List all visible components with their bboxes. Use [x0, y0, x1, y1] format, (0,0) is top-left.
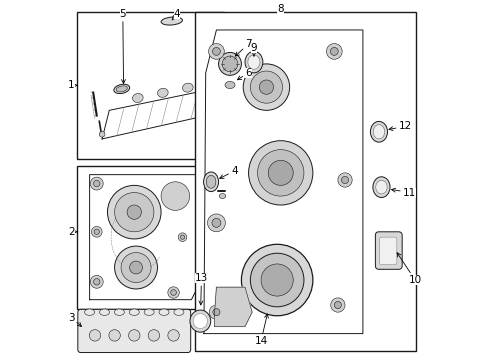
- FancyBboxPatch shape: [375, 232, 402, 269]
- FancyBboxPatch shape: [78, 309, 191, 352]
- Circle shape: [178, 233, 187, 242]
- Bar: [77, 166, 231, 309]
- Circle shape: [180, 235, 185, 239]
- Polygon shape: [102, 89, 213, 139]
- Polygon shape: [204, 30, 363, 334]
- Bar: [195, 12, 416, 351]
- Ellipse shape: [161, 17, 182, 25]
- Ellipse shape: [99, 131, 105, 137]
- Ellipse shape: [220, 194, 226, 199]
- Text: 12: 12: [389, 121, 412, 131]
- Circle shape: [209, 44, 224, 59]
- Ellipse shape: [376, 180, 387, 194]
- Ellipse shape: [85, 309, 95, 315]
- Circle shape: [258, 150, 304, 196]
- Text: 5: 5: [120, 9, 126, 84]
- Text: 1: 1: [68, 80, 77, 90]
- Ellipse shape: [225, 81, 235, 89]
- Ellipse shape: [116, 86, 127, 92]
- Circle shape: [168, 330, 179, 341]
- Ellipse shape: [190, 310, 211, 332]
- Ellipse shape: [99, 309, 109, 315]
- Circle shape: [89, 330, 100, 341]
- Circle shape: [334, 301, 342, 309]
- Circle shape: [94, 229, 99, 234]
- Circle shape: [127, 205, 142, 219]
- Circle shape: [326, 44, 342, 59]
- Circle shape: [212, 219, 221, 227]
- Circle shape: [222, 56, 238, 72]
- Text: 13: 13: [195, 273, 208, 305]
- Ellipse shape: [157, 88, 168, 97]
- Text: 11: 11: [392, 188, 416, 198]
- Circle shape: [243, 64, 290, 111]
- Circle shape: [168, 287, 179, 298]
- Bar: [77, 12, 223, 158]
- Polygon shape: [215, 287, 252, 327]
- Circle shape: [90, 177, 103, 190]
- Circle shape: [128, 330, 140, 341]
- Ellipse shape: [174, 309, 184, 315]
- Polygon shape: [223, 84, 236, 112]
- Ellipse shape: [370, 121, 388, 142]
- Ellipse shape: [182, 83, 193, 92]
- Circle shape: [213, 48, 220, 55]
- Circle shape: [107, 185, 161, 239]
- Circle shape: [338, 173, 352, 187]
- Text: 6: 6: [238, 68, 252, 80]
- Circle shape: [219, 53, 242, 75]
- Ellipse shape: [144, 309, 154, 315]
- Circle shape: [207, 214, 225, 232]
- Ellipse shape: [245, 51, 263, 73]
- Ellipse shape: [203, 172, 219, 192]
- Circle shape: [213, 309, 220, 316]
- Text: 9: 9: [250, 43, 257, 56]
- Circle shape: [92, 226, 102, 237]
- Ellipse shape: [132, 94, 143, 103]
- Ellipse shape: [129, 309, 139, 315]
- Circle shape: [121, 252, 151, 283]
- Circle shape: [130, 261, 143, 274]
- Ellipse shape: [373, 177, 390, 198]
- Text: 14: 14: [254, 314, 269, 346]
- Circle shape: [331, 298, 345, 312]
- Text: 2: 2: [68, 227, 77, 237]
- Circle shape: [161, 182, 190, 210]
- Circle shape: [250, 253, 304, 307]
- Ellipse shape: [114, 84, 130, 94]
- Circle shape: [248, 141, 313, 205]
- Circle shape: [94, 279, 100, 285]
- Polygon shape: [90, 175, 197, 300]
- Circle shape: [330, 48, 338, 55]
- Circle shape: [115, 246, 157, 289]
- Text: 7: 7: [235, 39, 252, 56]
- Text: 4: 4: [220, 166, 238, 178]
- Text: 8: 8: [277, 4, 284, 14]
- Circle shape: [259, 80, 273, 94]
- Circle shape: [90, 275, 103, 288]
- Ellipse shape: [373, 125, 385, 139]
- Circle shape: [94, 180, 100, 187]
- Text: 10: 10: [397, 253, 422, 285]
- Ellipse shape: [193, 314, 207, 329]
- Circle shape: [261, 264, 293, 296]
- Circle shape: [342, 176, 348, 184]
- Circle shape: [242, 244, 313, 316]
- Text: 4: 4: [172, 9, 180, 20]
- Circle shape: [148, 330, 160, 341]
- Circle shape: [109, 330, 121, 341]
- Circle shape: [268, 160, 293, 185]
- Circle shape: [209, 305, 223, 319]
- Text: 3: 3: [68, 312, 81, 327]
- Circle shape: [250, 71, 283, 103]
- Ellipse shape: [206, 175, 216, 188]
- Ellipse shape: [159, 309, 169, 315]
- Ellipse shape: [114, 309, 124, 315]
- Circle shape: [171, 290, 176, 296]
- FancyBboxPatch shape: [380, 237, 397, 265]
- Circle shape: [115, 193, 154, 232]
- Ellipse shape: [248, 55, 260, 69]
